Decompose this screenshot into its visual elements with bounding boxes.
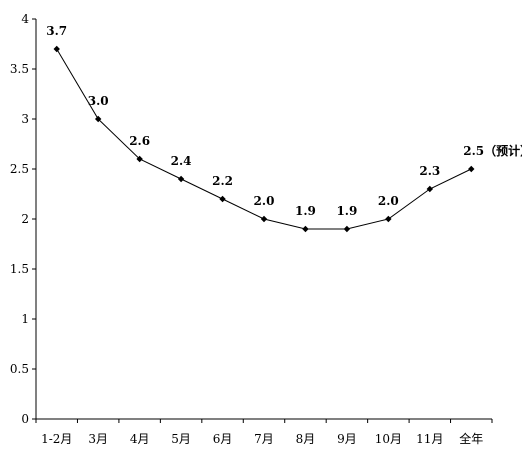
data-point bbox=[136, 155, 143, 163]
data-label: 2.4 bbox=[171, 154, 192, 168]
x-tick-label: 5月 bbox=[171, 432, 191, 446]
data-point bbox=[260, 215, 268, 223]
data-point bbox=[53, 45, 60, 53]
data-point bbox=[302, 225, 309, 233]
series bbox=[53, 45, 475, 233]
y-tick-label: 2 bbox=[21, 212, 29, 226]
data-label: 2.5（预计） bbox=[463, 143, 522, 158]
data-label: 2.6 bbox=[129, 134, 150, 148]
y-tick-label: 1.5 bbox=[10, 262, 29, 276]
y-tick-label: 2.5 bbox=[10, 162, 29, 176]
x-tick-label: 全年 bbox=[459, 431, 483, 446]
data-point bbox=[177, 175, 185, 183]
y-tick-label: 3 bbox=[21, 112, 29, 126]
x-tick-label: 6月 bbox=[213, 432, 233, 446]
y-tick-label: 4 bbox=[21, 12, 29, 26]
x-tick-label: 11月 bbox=[416, 432, 443, 446]
data-point bbox=[468, 165, 475, 173]
data-label: 2.0 bbox=[254, 194, 275, 208]
x-tick-label: 7月 bbox=[254, 432, 274, 446]
x-tick-label: 9月 bbox=[337, 432, 357, 446]
y-tick-label: 3.5 bbox=[10, 62, 29, 76]
x-tick-label: 4月 bbox=[130, 432, 150, 446]
y-tick-label: 0.5 bbox=[10, 362, 29, 376]
data-label: 1.9 bbox=[336, 204, 357, 218]
x-tick-label: 1-2月 bbox=[41, 432, 72, 446]
x-axis-ticks: 1-2月 3月 4月 5月 6月 7月 8月 9月 10月 11月 全年 bbox=[35, 419, 493, 446]
data-label: 3.7 bbox=[46, 24, 67, 38]
x-tick-label: 8月 bbox=[296, 432, 316, 446]
y-axis-ticks: 0 0.5 1 1.5 2 2.5 3 3.5 4 bbox=[10, 12, 36, 426]
data-label: 2.0 bbox=[378, 194, 399, 208]
data-point bbox=[343, 225, 351, 233]
y-tick-label: 0 bbox=[21, 412, 29, 426]
data-label: 1.9 bbox=[295, 204, 316, 218]
data-label: 2.3 bbox=[419, 164, 440, 178]
data-point bbox=[426, 185, 434, 193]
y-tick-label: 1 bbox=[21, 312, 29, 326]
data-label: 2.2 bbox=[212, 174, 233, 188]
x-tick-label: 3月 bbox=[88, 432, 108, 446]
x-tick-label: 10月 bbox=[375, 432, 402, 446]
data-point bbox=[385, 215, 392, 223]
data-point bbox=[94, 115, 102, 123]
data-labels: 3.7 3.0 2.6 2.4 2.2 2.0 1.9 1.9 2.0 2.3 2.5（预计） bbox=[46, 24, 522, 218]
data-point bbox=[219, 195, 226, 203]
data-label: 3.0 bbox=[88, 94, 109, 108]
